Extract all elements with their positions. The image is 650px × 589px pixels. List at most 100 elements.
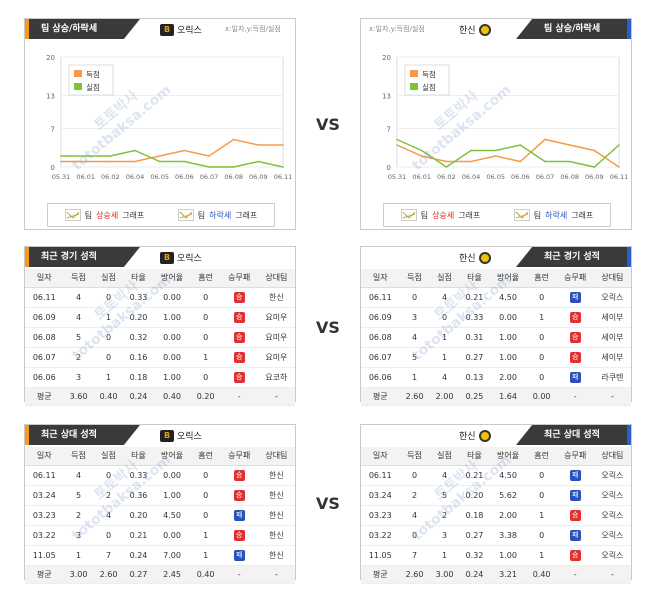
table-cell: 1 <box>429 327 460 348</box>
legend-up-word-left: 상승세 <box>96 210 119 220</box>
legend-down-word-right: 하락세 <box>545 210 568 220</box>
table-header-row: 일자 득점 실점 타율 방어율 홈런 승무패 상대팀 <box>361 447 631 466</box>
table-cell: 0 <box>93 287 124 308</box>
loss-badge: 패 <box>233 549 245 561</box>
table-cell: 0.21 <box>459 287 490 308</box>
data-point <box>593 149 596 152</box>
data-point <box>158 160 161 163</box>
table-cell: 06.09 <box>361 307 400 328</box>
table-cell: 패 <box>556 287 594 308</box>
x-tick-label: 05.31 <box>388 173 407 181</box>
win-badge: 승 <box>569 509 581 521</box>
table-cell: 0.18 <box>459 505 490 526</box>
column-header: 방어율 <box>489 447 527 466</box>
trend-chart-right: 0 7 13 20 05.31 06.01 06.02 06.04 06.05 06.06 06.0… <box>382 54 629 181</box>
column-header: 방어율 <box>489 269 527 288</box>
x-tick-label: 06.11 <box>610 173 629 181</box>
average-cell: 3.21 <box>489 565 527 584</box>
table-cell: 패 <box>220 505 258 526</box>
orix-logo-icon: B <box>160 251 174 264</box>
h2h-team-left: B 오릭스 <box>160 429 202 442</box>
table-cell: 06.11 <box>25 465 64 486</box>
column-header: 득점 <box>63 269 94 288</box>
table-cell: 승 <box>220 347 258 368</box>
table-cell: 0 <box>399 287 430 308</box>
legend-up-left: 팀 상승세 그래프 <box>64 209 144 221</box>
table-cell: 2 <box>399 485 430 506</box>
table-cell: 세이부 <box>593 347 631 368</box>
table-cell: 1 <box>190 545 221 566</box>
recent-team-right: 한신 <box>459 251 491 264</box>
data-point <box>134 160 136 163</box>
table-cell: 승 <box>220 367 258 388</box>
x-tick-label: 06.05 <box>150 173 169 181</box>
win-badge: 승 <box>233 489 245 501</box>
table-cell: 승 <box>220 525 258 546</box>
table-cell: 7.00 <box>153 545 191 566</box>
table-cell: 1 <box>429 545 460 566</box>
average-cell: - <box>593 565 631 584</box>
x-tick-label: 06.02 <box>437 173 456 181</box>
column-header: 홈런 <box>190 269 221 288</box>
y-tick-label: 20 <box>46 54 55 62</box>
data-point <box>208 155 210 157</box>
data-point <box>282 144 284 146</box>
table-cell: 1 <box>93 367 124 388</box>
table-cell: 5 <box>399 347 430 368</box>
loss-badge: 패 <box>569 469 581 481</box>
data-point <box>593 166 596 168</box>
table-cell: 1.00 <box>489 327 527 348</box>
axis-note-left: x:일자,y:득점/실점 <box>225 25 281 33</box>
h2h-header-right: 한신 최근 상대 성적 <box>361 425 631 445</box>
column-header: 상대팀 <box>593 269 631 288</box>
x-tick-label: 06.05 <box>486 173 505 181</box>
table-cell: 0 <box>190 307 221 328</box>
table-cell: 0.27 <box>459 347 490 368</box>
legend-label: 득점 <box>422 69 436 79</box>
table-cell: 1 <box>399 367 430 388</box>
table-cell: 03.22 <box>361 525 400 546</box>
h2h-team-name-right: 한신 <box>459 432 476 442</box>
table-cell: 0.36 <box>123 485 154 506</box>
trend-header-right: x:일자,y:득점/실점 한신 팀 상승/하락세 <box>361 19 631 39</box>
table-cell: 06.07 <box>25 347 64 368</box>
table-cell: 0 <box>190 367 221 388</box>
table-cell: 0 <box>526 465 557 486</box>
data-point <box>519 144 522 146</box>
table-cell: 0 <box>526 525 557 546</box>
data-point <box>109 160 112 163</box>
table-cell: 0 <box>526 287 557 308</box>
legend-up-prefix-left: 팀 <box>84 210 93 220</box>
table-row: 03.24 5 2 0.36 1.00 0 승 한신 <box>25 485 295 506</box>
legend-swatch <box>74 70 82 77</box>
table-cell: 0.00 <box>153 287 191 308</box>
table-row: 06.09 4 1 0.20 1.00 0 승 요미우 <box>25 307 295 328</box>
x-tick-label: 05.31 <box>52 173 71 181</box>
table-cell: 0 <box>399 525 430 546</box>
x-tick-label: 06.04 <box>126 173 145 181</box>
table-header-row: 일자 득점 실점 타율 방어율 홈런 승무패 상대팀 <box>25 447 295 466</box>
average-cell: 3.00 <box>63 565 94 584</box>
legend-up-suffix-right: 그래프 <box>458 210 481 220</box>
vs-label-3: VS <box>316 494 340 513</box>
h2h-title-left: 최근 상대 성적 <box>25 425 140 445</box>
win-badge: 승 <box>233 311 245 323</box>
table-cell: 2.00 <box>489 505 527 526</box>
hanshin-logo-icon <box>478 251 491 264</box>
data-point <box>257 144 260 146</box>
table-cell: 11.05 <box>25 545 64 566</box>
vs-label-1: VS <box>316 115 340 134</box>
data-point <box>494 149 497 152</box>
table-cell: 03.23 <box>25 505 64 526</box>
win-badge: 승 <box>233 331 245 343</box>
table-cell: 0.13 <box>459 367 490 388</box>
data-point <box>544 160 546 163</box>
table-cell: 패 <box>556 367 594 388</box>
win-badge: 승 <box>233 469 245 481</box>
up-graph-icon <box>64 209 81 221</box>
table-cell: 0.00 <box>153 525 191 546</box>
table-cell: 7 <box>93 545 124 566</box>
column-header: 상대팀 <box>257 269 295 288</box>
average-cell: 평균 <box>25 387 64 406</box>
table-cell: 4 <box>63 287 94 308</box>
